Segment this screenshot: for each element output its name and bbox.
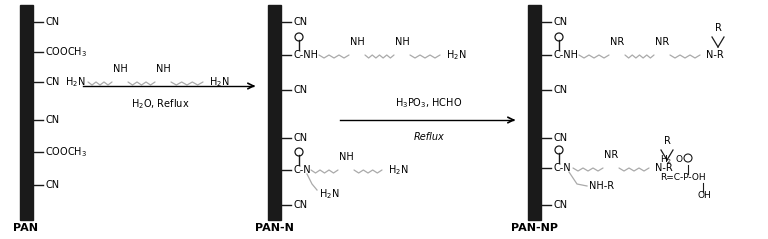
Text: COOCH$_3$: COOCH$_3$ [45, 145, 87, 159]
Text: CN: CN [45, 115, 59, 125]
Text: H$_3$PO$_3$, HCHO: H$_3$PO$_3$, HCHO [396, 96, 462, 110]
Text: NR: NR [604, 150, 618, 160]
Text: CN: CN [293, 17, 307, 27]
Text: H$_2$: H$_2$ [660, 154, 672, 166]
Text: N-R: N-R [655, 163, 673, 173]
Bar [528, 5, 541, 220]
Bar [268, 5, 281, 220]
Text: PAN-N: PAN-N [254, 223, 293, 233]
Text: Reflux: Reflux [414, 132, 445, 142]
Text: H$_2$N: H$_2$N [319, 187, 339, 201]
Text: H$_2$N: H$_2$N [388, 163, 409, 177]
Text: PAN: PAN [14, 223, 38, 233]
Text: CN: CN [45, 180, 59, 190]
Text: CN: CN [293, 133, 307, 143]
Text: NH: NH [339, 152, 353, 162]
Text: CN: CN [553, 133, 567, 143]
Text: CN: CN [553, 17, 567, 27]
Text: NH: NH [395, 37, 409, 47]
Text: C-NH: C-NH [293, 50, 318, 60]
Text: C-N: C-N [293, 165, 310, 175]
Text: COOCH$_3$: COOCH$_3$ [45, 45, 87, 59]
Text: R=C-P-OH: R=C-P-OH [660, 174, 706, 183]
Text: CN: CN [553, 85, 567, 95]
Text: NH: NH [349, 37, 364, 47]
Text: NR: NR [655, 37, 669, 47]
Bar [20, 5, 33, 220]
Text: CN: CN [553, 200, 567, 210]
Text: C-N: C-N [553, 163, 571, 173]
Text: OH: OH [697, 191, 710, 201]
Text: CN: CN [293, 200, 307, 210]
Text: H$_2$N: H$_2$N [209, 75, 230, 89]
Text: NH: NH [113, 64, 127, 74]
Text: CN  H$_2$N: CN H$_2$N [45, 75, 86, 89]
Text: CN: CN [45, 17, 59, 27]
Text: R: R [664, 136, 670, 146]
Text: N-R: N-R [706, 50, 723, 60]
Text: NH-R: NH-R [589, 181, 614, 191]
Text: H$_2$N: H$_2$N [446, 48, 466, 62]
Text: R: R [714, 23, 721, 33]
Text: NR: NR [610, 37, 624, 47]
Text: H$_2$O, Reflux: H$_2$O, Reflux [131, 97, 189, 111]
Text: PAN-NP: PAN-NP [511, 223, 558, 233]
Text: C-NH: C-NH [553, 50, 578, 60]
Text: O: O [676, 156, 683, 164]
Text: NH: NH [156, 64, 170, 74]
Text: CN: CN [293, 85, 307, 95]
